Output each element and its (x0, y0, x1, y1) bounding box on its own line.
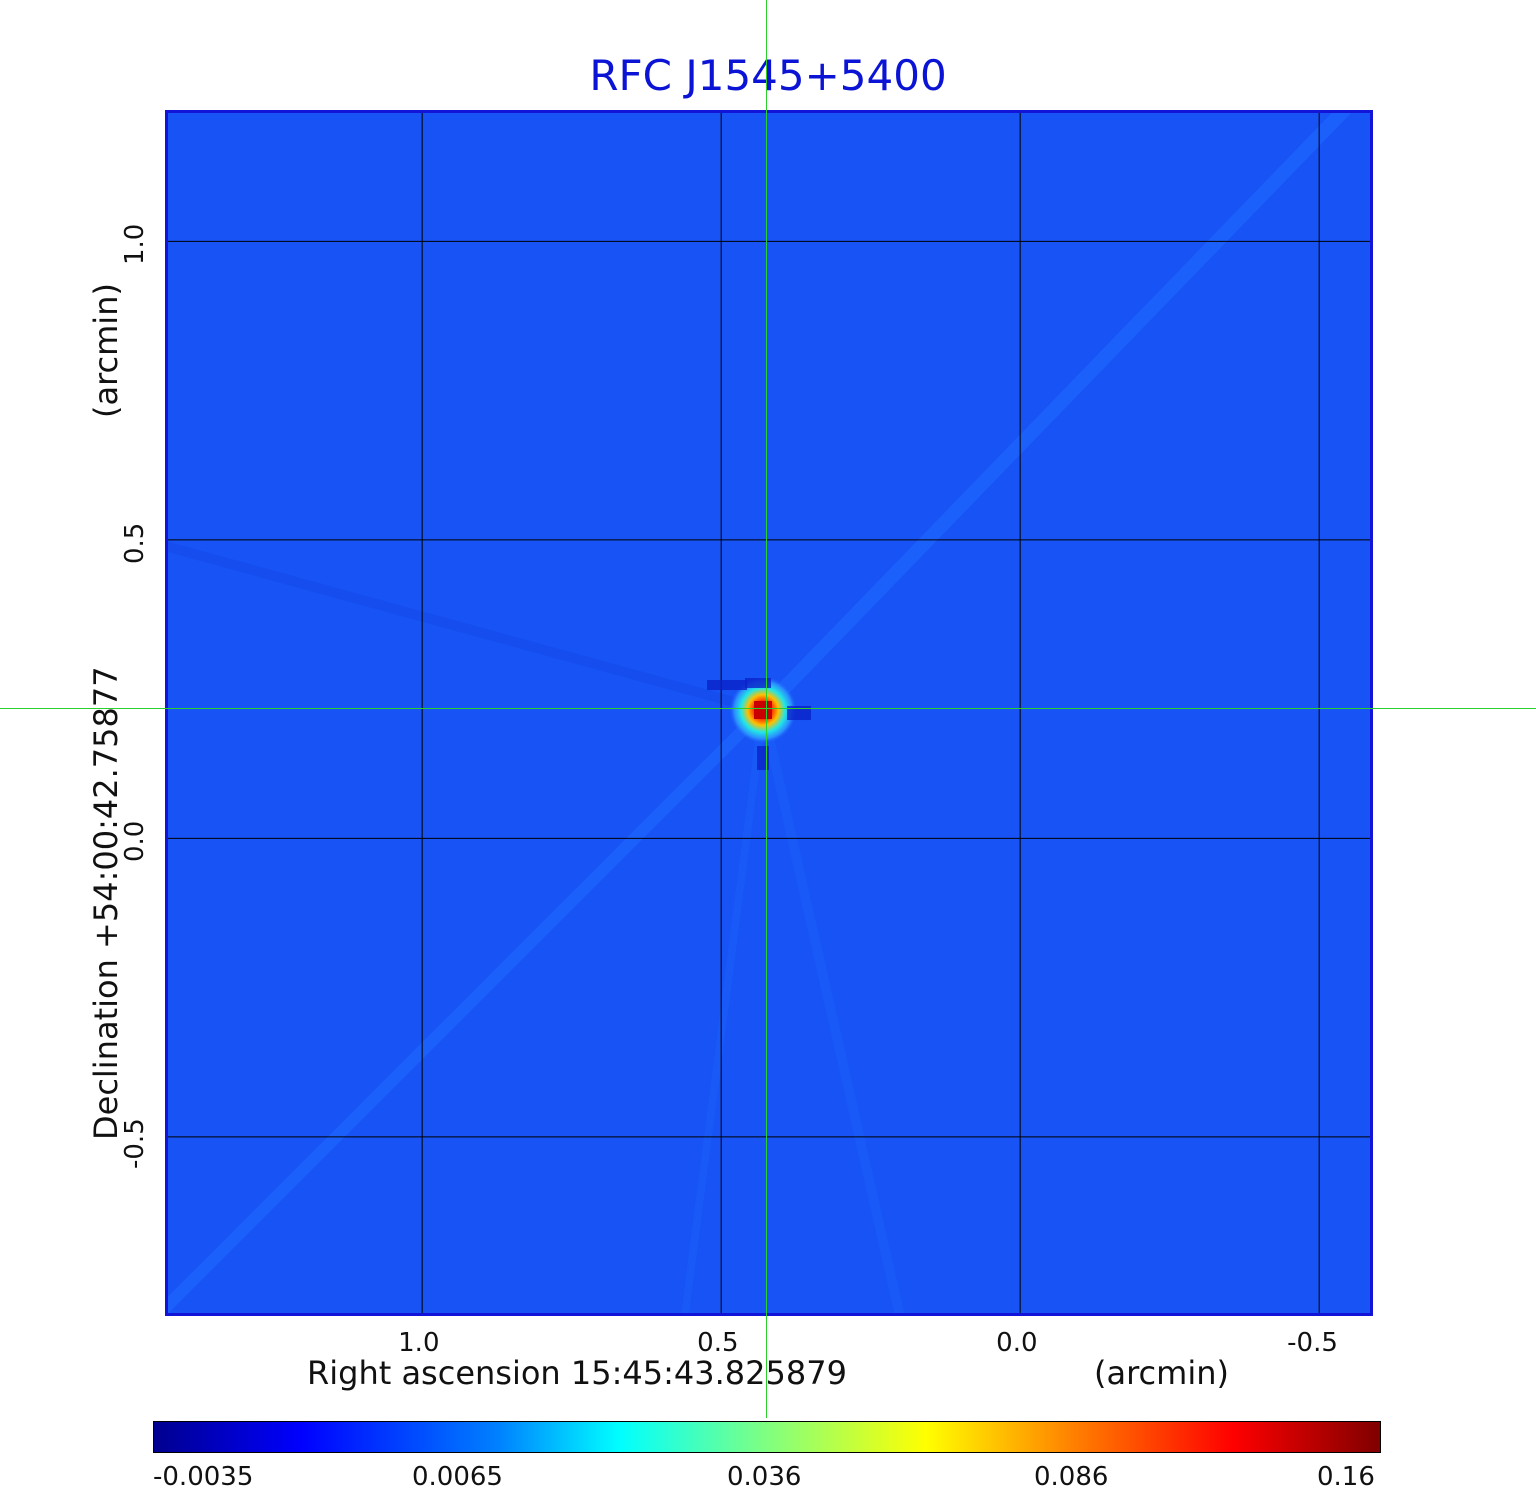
sidelobe-streak (681, 709, 767, 1313)
negative-lobe (757, 746, 770, 771)
colorbar-tick-label: -0.0035 (153, 1462, 254, 1492)
sidelobe-streak (757, 113, 1352, 715)
x-axis-label: Right ascension 15:45:43.825879 (307, 1354, 847, 1392)
x-tick-label: 1.0 (398, 1328, 440, 1358)
crosshair-horizontal (0, 708, 1536, 709)
sidelobe-streak (758, 708, 905, 1313)
sidelobe-streak (168, 541, 765, 715)
y-tick-label: 1.0 (120, 223, 150, 266)
y-axis-unit: (arcmin) (87, 283, 125, 418)
colorbar-tick-label: 0.086 (1034, 1462, 1109, 1492)
negative-lobe (707, 680, 748, 691)
x-axis-unit: (arcmin) (1094, 1354, 1229, 1392)
colorbar (153, 1421, 1381, 1453)
radio-map (168, 113, 1370, 1313)
source-peak (707, 676, 812, 771)
colorbar-tick-label: 0.16 (1317, 1462, 1375, 1492)
colorbar-tick-label: 0.0065 (412, 1462, 503, 1492)
x-tick-label: -0.5 (1287, 1328, 1338, 1358)
image-plot-area[interactable] (165, 110, 1373, 1316)
negative-lobe (787, 706, 812, 721)
chart-title: RFC J1545+5400 (589, 51, 947, 100)
y-tick-label: 0.5 (120, 522, 150, 564)
y-axis-label: Declination +54:00:42.75877 (87, 666, 125, 1140)
sidelobe-streaks (168, 113, 1352, 1313)
x-tick-label: 0.5 (697, 1328, 739, 1358)
source-core (754, 701, 773, 720)
grid-lines (168, 113, 1370, 1313)
crosshair-vertical (766, 0, 767, 1418)
x-tick-label: 0.0 (996, 1328, 1038, 1358)
sidelobe-streak (168, 705, 768, 1313)
negative-lobe (745, 678, 772, 689)
colorbar-tick-label: 0.036 (727, 1462, 802, 1492)
